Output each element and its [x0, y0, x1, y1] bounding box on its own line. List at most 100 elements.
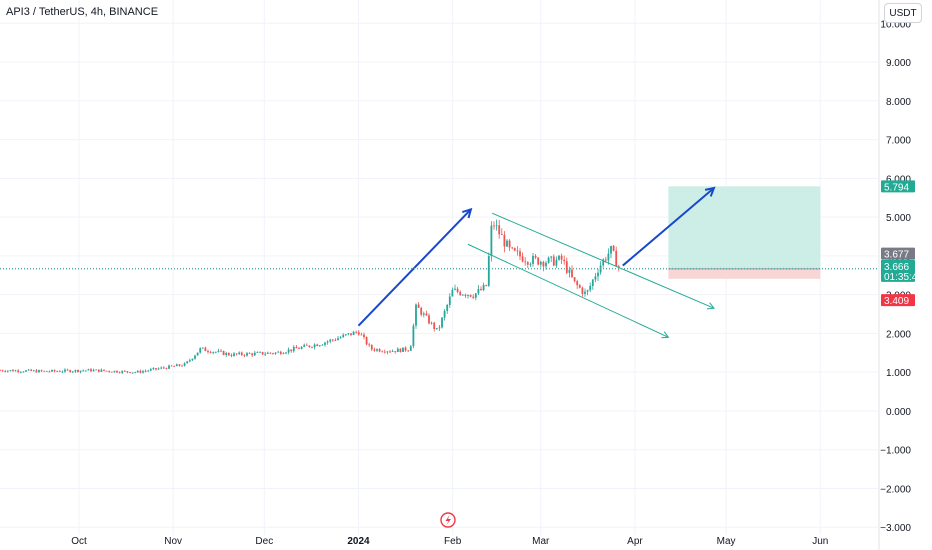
candle-body [103, 369, 105, 371]
candle-body [285, 352, 287, 354]
candle-body [162, 367, 165, 369]
candle-body [272, 353, 274, 354]
y-tick-label: −3.000 [880, 523, 911, 534]
current-price-label: 3.666 [884, 262, 909, 273]
time-axis[interactable]: Oct Nov Dec 2024 Feb Mar Apr May Jun [71, 536, 828, 547]
candle-body [256, 352, 259, 353]
candle-body [526, 262, 529, 265]
candle-body [584, 291, 586, 294]
candle-body [344, 334, 347, 336]
x-tick-label: Mar [532, 536, 550, 547]
candle-body [194, 355, 196, 359]
candle-body [355, 331, 358, 333]
candle-body [508, 240, 511, 248]
candle-body [295, 346, 298, 349]
candle-body [412, 325, 415, 347]
x-tick-label: Oct [71, 536, 87, 547]
candle-body [415, 304, 417, 326]
candle-body [196, 352, 199, 356]
candle-body [407, 350, 410, 352]
candle-body [469, 294, 472, 297]
candle-body [560, 255, 563, 260]
candle-body [500, 234, 503, 236]
y-tick-label: 2.000 [886, 329, 911, 340]
candle-body [173, 366, 176, 367]
candle-body [303, 344, 306, 347]
candle-body [459, 291, 462, 296]
target-price-badge [881, 180, 915, 193]
candle-body [84, 370, 87, 372]
y-tick-label: 1.000 [886, 368, 911, 379]
candle-body [467, 294, 469, 296]
candle-body [238, 352, 241, 355]
candle-body [571, 269, 573, 278]
stop-price-badge-label: 3.409 [884, 296, 909, 307]
trend-arrow-2 [622, 187, 715, 267]
y-tick-label: 10.000 [880, 19, 911, 30]
candle-body [386, 351, 389, 353]
candle-body [529, 263, 532, 265]
candle-body [6, 370, 9, 372]
candle-body [311, 346, 313, 348]
y-tick-label: −1.000 [880, 446, 911, 457]
trend-arrow-1 [357, 208, 472, 327]
candle-body [446, 304, 449, 311]
candle-body [604, 259, 607, 261]
candle-body [87, 369, 90, 371]
candle-body [318, 345, 321, 347]
candle-body [308, 345, 311, 347]
candle-body [513, 248, 516, 251]
candle-body [389, 351, 391, 353]
candle-body [350, 333, 352, 336]
x-tick-label: Dec [255, 536, 273, 547]
candle-body [545, 262, 547, 267]
candle-body [35, 370, 38, 373]
candle-body [217, 350, 220, 352]
candle-body [534, 255, 537, 258]
candle-body [456, 288, 459, 292]
candle-body [612, 245, 615, 251]
candle-body [282, 353, 285, 355]
y-tick-label: 5.000 [886, 213, 911, 224]
candle-body [331, 339, 334, 341]
candle-body [136, 370, 139, 373]
candle-body [243, 354, 246, 356]
x-tick-label: May [717, 536, 736, 547]
candle-body [464, 294, 467, 296]
candle-body [594, 276, 597, 280]
candle-body [292, 346, 295, 352]
candle-body [565, 261, 568, 273]
candle-body [370, 345, 373, 350]
candle-body [108, 370, 111, 372]
candle-body [602, 259, 605, 266]
chart-title: API3 / TetherUS, 4h, BINANCE [6, 6, 159, 18]
tradingview-logo-icon[interactable] [440, 512, 456, 528]
candle-body [490, 225, 493, 257]
candle-body [316, 344, 319, 347]
candle-body [313, 344, 316, 348]
candle-body [144, 370, 147, 372]
x-tick-label: Feb [444, 536, 462, 547]
candle-body [160, 367, 163, 369]
candle-body [589, 285, 592, 291]
candle-body [591, 279, 594, 286]
last-price-badge [881, 247, 915, 260]
candle-body [152, 368, 155, 370]
candle-body [563, 259, 566, 262]
candle-body [69, 370, 72, 373]
trend-arrow-2-head [704, 186, 716, 197]
currency-button[interactable]: USDT [884, 3, 922, 23]
candle-body [519, 251, 521, 257]
candle-body [597, 272, 599, 277]
candle-body [368, 344, 371, 346]
candle-body [357, 332, 360, 335]
candle-body [420, 307, 423, 315]
candle-body [521, 256, 524, 262]
candle-body [578, 285, 581, 288]
candle-body [448, 296, 451, 305]
x-tick-label: Nov [164, 536, 182, 547]
candle-body [126, 371, 129, 373]
candle-body [326, 341, 329, 343]
channel-upper-line [491, 212, 715, 309]
